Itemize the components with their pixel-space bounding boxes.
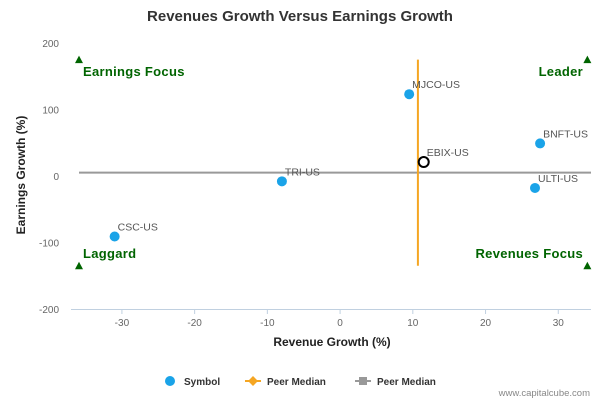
y-tick-label: 200 [42,39,59,50]
point-mjco-us[interactable] [404,89,415,100]
quadrant-triangle-marker [583,261,592,270]
data-point-labels: MJCO-US BNFT-US EBIX-US TRI-US ULTI-US CSC-US [118,79,588,233]
quadrant-triangle-marker [583,55,592,64]
y-tick-label: 0 [53,172,59,183]
quadrant-label-revenues-focus: Revenues Focus [475,246,583,261]
credit-text: www.capitalcube.com [498,388,590,399]
quadrant-triangle-marker [75,261,83,270]
y-axis-label: Earnings Growth (%) [14,116,28,235]
point-tri-us[interactable] [276,176,287,187]
y-tick-label: -100 [39,239,59,250]
point-label-csc-us: CSC-US [118,222,158,234]
quadrant-triangle-marker [75,55,83,64]
point-ebix-us[interactable] [417,156,430,169]
y-tick-label: 100 [42,106,59,117]
point-ulti-us[interactable] [530,182,540,193]
point-label-tri-us: TRI-US [285,166,320,178]
legend-label-symbol: Symbol [184,377,220,388]
peer-median-lines [79,59,591,266]
legend-diamond-marker [248,376,258,386]
x-tick-label: 0 [337,318,343,329]
x-axis-label: Revenue Growth (%) [273,335,390,349]
legend-item-peer-median-earnings[interactable]: Peer Median [355,377,436,388]
x-tick-label: -30 [115,318,130,329]
legend-square-marker [359,377,367,385]
x-tick-label: -10 [260,318,275,329]
point-csc-us[interactable] [109,231,120,242]
x-axis-ticks: -30 -20 -10 0 10 20 30 [115,309,565,329]
point-bnft-us[interactable] [535,138,546,149]
y-axis-ticks: -200 -100 0 100 200 [39,39,59,316]
quadrant-label-laggard: Laggard [83,246,136,261]
legend-label-peer-median-1: Peer Median [267,377,326,388]
quadrant-label-leader: Leader [539,64,583,79]
quadrant-label-earnings-focus: Earnings Focus [83,64,185,79]
point-label-ebix-us: EBIX-US [427,147,469,159]
x-tick-label: 20 [480,318,492,329]
data-points [109,89,546,242]
legend-item-symbol[interactable]: Symbol [165,376,220,388]
y-tick-label: -200 [39,305,59,316]
legend: Symbol Peer Median Peer Median [165,376,436,388]
legend-label-peer-median-2: Peer Median [377,377,436,388]
x-tick-label: 10 [407,318,419,329]
point-label-bnft-us: BNFT-US [543,128,588,140]
point-label-mjco-us: MJCO-US [412,79,460,91]
legend-item-peer-median-revenue[interactable]: Peer Median [245,376,326,388]
quadrant-markers [75,55,592,270]
chart-title: Revenues Growth Versus Earnings Growth [147,8,453,25]
x-tick-label: 30 [553,318,565,329]
x-tick-label: -20 [187,318,202,329]
point-label-ulti-us: ULTI-US [538,173,578,185]
legend-circle-marker [165,376,175,386]
